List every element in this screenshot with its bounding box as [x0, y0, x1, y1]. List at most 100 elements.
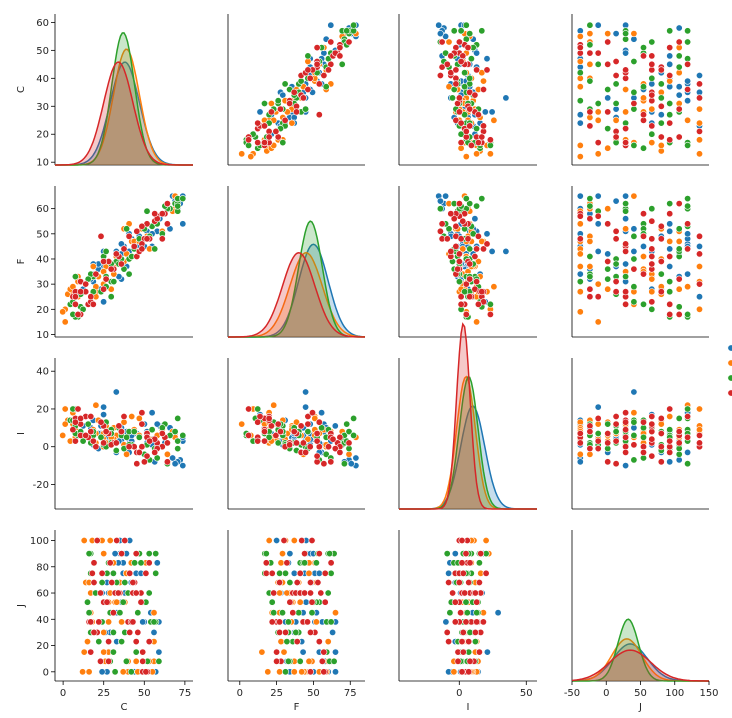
- legend-marker: [727, 389, 732, 397]
- scatter-point: [464, 44, 472, 52]
- scatter-point: [445, 38, 453, 46]
- scatter-point: [330, 657, 338, 665]
- scatter-point: [594, 247, 602, 255]
- scatter-point: [488, 108, 496, 116]
- scatter-point: [648, 122, 656, 130]
- scatter-point: [312, 559, 320, 567]
- scatter-point: [276, 428, 284, 436]
- scatter-point: [109, 648, 117, 656]
- scatter-point: [320, 668, 328, 676]
- scatter-point: [445, 638, 453, 646]
- scatter-point: [97, 589, 105, 597]
- scatter-point: [436, 197, 444, 205]
- scatter-point: [100, 403, 108, 411]
- scatter-point: [458, 536, 466, 544]
- scatter-point: [107, 265, 115, 273]
- scatter-point: [622, 300, 630, 308]
- scatter-point: [268, 598, 276, 606]
- scatter-point: [471, 589, 479, 597]
- panel-C-vs-F: [227, 14, 365, 166]
- scatter-point: [90, 578, 98, 586]
- scatter-point: [117, 428, 125, 436]
- scatter-point: [639, 433, 647, 441]
- scatter-point: [483, 55, 491, 63]
- scatter-point: [79, 437, 87, 445]
- scatter-point: [93, 536, 101, 544]
- x-tick-label: 0: [237, 688, 243, 699]
- scatter-point: [630, 265, 638, 273]
- scatter-point: [313, 429, 321, 437]
- scatter-point: [442, 618, 450, 626]
- scatter-point: [695, 250, 703, 258]
- scatter-point: [576, 458, 584, 466]
- scatter-point: [135, 433, 143, 441]
- scatter-point: [254, 405, 262, 413]
- legend-marker: [727, 359, 732, 367]
- scatter-point: [79, 668, 87, 676]
- scatter-point: [97, 657, 105, 665]
- scatter-point: [150, 628, 158, 636]
- scatter-point: [695, 305, 703, 313]
- scatter-point: [648, 38, 656, 46]
- scatter-point: [265, 133, 273, 141]
- scatter-point: [458, 638, 466, 646]
- scatter-point: [684, 195, 692, 203]
- scatter-point: [612, 235, 620, 243]
- scatter-point: [648, 305, 656, 313]
- scatter-point: [134, 609, 142, 617]
- scatter-point: [657, 111, 665, 119]
- scatter-point: [85, 609, 93, 617]
- scatter-point: [179, 195, 187, 203]
- scatter-point: [594, 139, 602, 147]
- scatter-point: [586, 122, 594, 130]
- scatter-point: [276, 578, 284, 586]
- x-tick-label: 0: [603, 688, 609, 699]
- scatter-point: [454, 265, 462, 273]
- scatter-point: [102, 428, 110, 436]
- x-tick-label: -50: [564, 688, 580, 699]
- scatter-point: [576, 439, 584, 447]
- scatter-point: [622, 108, 630, 116]
- kde-fill: [228, 252, 365, 337]
- scatter-point: [630, 225, 638, 233]
- scatter-point: [594, 150, 602, 158]
- scatter-point: [455, 94, 463, 102]
- kde-fill: [399, 406, 537, 509]
- scatter-point: [85, 550, 93, 558]
- scatter-point: [630, 456, 638, 464]
- scatter-point: [576, 250, 584, 258]
- scatter-point: [320, 72, 328, 80]
- scatter-point: [352, 454, 360, 462]
- scatter-point: [675, 439, 683, 447]
- scatter-point: [461, 69, 469, 77]
- scatter-point: [262, 569, 270, 577]
- scatter-point: [684, 230, 692, 238]
- scatter-point: [594, 212, 602, 220]
- scatter-point: [274, 97, 282, 105]
- scatter-point: [459, 245, 467, 253]
- scatter-point: [604, 94, 612, 102]
- scatter-point: [594, 21, 602, 29]
- scatter-point: [315, 550, 323, 558]
- scatter-point: [639, 83, 647, 91]
- scatter-point: [462, 280, 470, 288]
- scatter-point: [299, 94, 307, 102]
- scatter-point: [622, 192, 630, 200]
- scatter-point: [612, 412, 620, 420]
- scatter-point: [675, 285, 683, 293]
- scatter-point: [137, 559, 145, 567]
- panel-F-vs-J: [571, 186, 709, 338]
- scatter-point: [675, 237, 683, 245]
- scatter-point: [128, 412, 136, 420]
- y-tick-label: 50: [36, 46, 49, 57]
- scatter-point: [474, 300, 482, 308]
- scatter-point: [586, 60, 594, 68]
- scatter-point: [304, 66, 312, 74]
- scatter-point: [458, 559, 466, 567]
- scatter-point: [684, 220, 692, 228]
- kde-line: [228, 252, 365, 338]
- scatter-point: [612, 72, 620, 80]
- scatter-point: [336, 448, 344, 456]
- scatter-point: [639, 300, 647, 308]
- scatter-point: [594, 108, 602, 116]
